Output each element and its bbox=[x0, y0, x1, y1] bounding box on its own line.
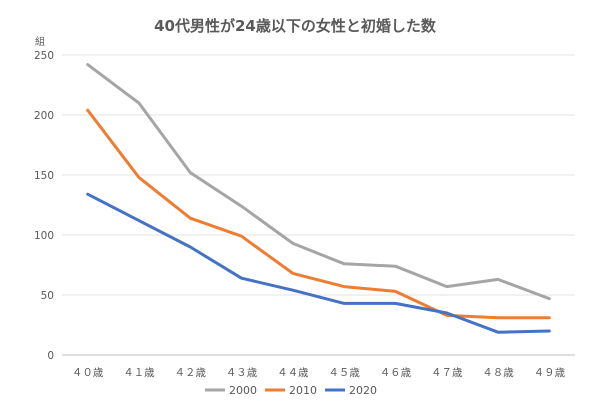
x-axis-ticks: ４０歳 ４１歳 ４２歳 ４３歳 ４４歳 ４５歳 ４６歳 ４７歳 ４８歳 ４９歳 bbox=[72, 367, 566, 379]
legend-label-2020: 2020 bbox=[349, 384, 377, 397]
x-tick-label: ４０歳 bbox=[72, 367, 104, 379]
x-tick-label: ４６歳 bbox=[380, 367, 412, 379]
chart-title: 40代男性が24歳以下の女性と初婚した数 bbox=[154, 17, 437, 35]
y-axis-unit-label: 組 bbox=[35, 35, 45, 48]
series-line-2020 bbox=[86, 192, 551, 334]
y-tick-label: 150 bbox=[34, 170, 54, 182]
x-tick-label: ４５歳 bbox=[328, 367, 360, 379]
x-tick-label: ４９歳 bbox=[534, 367, 566, 379]
y-tick-label: 50 bbox=[41, 290, 54, 302]
x-tick-label: ４４歳 bbox=[277, 367, 309, 379]
series-line-2010 bbox=[86, 108, 551, 320]
legend-label-2000: 2000 bbox=[229, 384, 257, 397]
legend: 2000 2010 2020 bbox=[205, 384, 377, 397]
y-tick-label: 250 bbox=[34, 50, 54, 62]
gridlines bbox=[62, 54, 575, 356]
x-tick-label: ４８歳 bbox=[482, 367, 514, 379]
y-tick-label: 200 bbox=[34, 110, 54, 122]
y-tick-label: 100 bbox=[34, 230, 54, 242]
series-lines bbox=[86, 63, 551, 334]
legend-label-2010: 2010 bbox=[289, 384, 317, 397]
x-tick-label: ４７歳 bbox=[431, 367, 463, 379]
y-tick-label: 0 bbox=[47, 350, 54, 362]
y-axis-ticks: 0 50 100 150 200 250 bbox=[34, 50, 54, 362]
x-tick-label: ４１歳 bbox=[123, 367, 155, 379]
series-line-2000 bbox=[86, 63, 551, 301]
x-tick-label: ４２歳 bbox=[175, 367, 207, 379]
x-tick-label: ４３歳 bbox=[226, 367, 258, 379]
